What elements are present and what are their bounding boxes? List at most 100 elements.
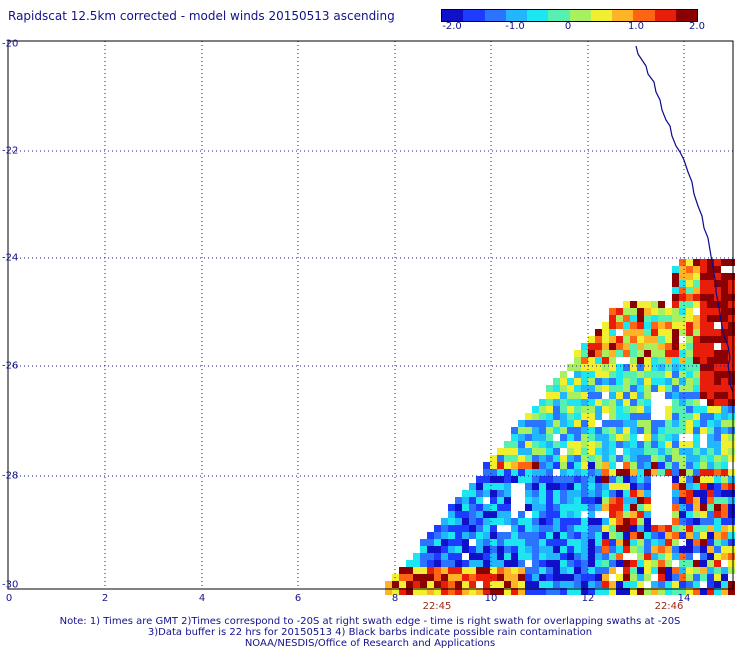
wind-cell: [679, 588, 686, 595]
wind-cell: [672, 462, 679, 469]
colorbar-segment: [527, 10, 549, 21]
wind-cell: [602, 378, 609, 385]
wind-cell: [728, 483, 735, 490]
wind-cell: [721, 322, 728, 329]
wind-cell: [686, 280, 693, 287]
wind-cell: [609, 308, 616, 315]
wind-cell: [462, 518, 469, 525]
wind-cell: [602, 336, 609, 343]
wind-cell: [721, 546, 728, 553]
wind-cell: [623, 532, 630, 539]
wind-cell: [644, 336, 651, 343]
wind-cell: [651, 462, 658, 469]
wind-cell: [637, 462, 644, 469]
wind-cell: [511, 427, 518, 434]
wind-cell: [504, 441, 511, 448]
x-tick-label: 2: [101, 593, 109, 604]
wind-cell: [581, 546, 588, 553]
wind-cell: [707, 413, 714, 420]
wind-cell: [532, 539, 539, 546]
wind-cell: [567, 462, 574, 469]
wind-cell: [714, 567, 721, 574]
wind-cell: [721, 469, 728, 476]
wind-cell: [651, 525, 658, 532]
wind-cell: [518, 511, 525, 518]
wind-cell: [560, 546, 567, 553]
wind-cell: [448, 581, 455, 588]
wind-cell: [602, 518, 609, 525]
wind-cell: [728, 378, 735, 385]
wind-cell: [427, 532, 434, 539]
wind-cell: [686, 553, 693, 560]
wind-cell: [574, 581, 581, 588]
wind-cell: [588, 588, 595, 595]
wind-cell: [721, 476, 728, 483]
wind-cell: [686, 392, 693, 399]
wind-cell: [707, 497, 714, 504]
wind-cell: [518, 581, 525, 588]
wind-cell: [707, 364, 714, 371]
wind-cell: [651, 567, 658, 574]
wind-cell: [546, 504, 553, 511]
wind-cell: [581, 539, 588, 546]
wind-cell: [623, 308, 630, 315]
wind-cell: [665, 343, 672, 350]
wind-cell: [455, 518, 462, 525]
wind-cell: [728, 287, 735, 294]
wind-cell: [686, 539, 693, 546]
wind-cell: [525, 546, 532, 553]
wind-cell: [623, 539, 630, 546]
wind-cell: [707, 588, 714, 595]
wind-cell: [644, 378, 651, 385]
wind-cell: [665, 385, 672, 392]
x-tick-label: 4: [198, 593, 206, 604]
wind-cell: [728, 532, 735, 539]
wind-cell: [476, 539, 483, 546]
wind-cell: [707, 336, 714, 343]
wind-cell: [707, 574, 714, 581]
wind-cell: [413, 581, 420, 588]
wind-cell: [623, 427, 630, 434]
wind-cell: [574, 434, 581, 441]
wind-cell: [686, 469, 693, 476]
wind-cell: [630, 518, 637, 525]
wind-cell: [497, 511, 504, 518]
wind-cell: [665, 350, 672, 357]
wind-cell: [672, 364, 679, 371]
wind-cell: [581, 504, 588, 511]
wind-cell: [623, 322, 630, 329]
wind-cell: [574, 469, 581, 476]
wind-cell: [714, 476, 721, 483]
wind-cell: [567, 469, 574, 476]
wind-cell: [609, 539, 616, 546]
wind-cell: [553, 532, 560, 539]
wind-cell: [469, 525, 476, 532]
wind-cell: [441, 574, 448, 581]
wind-cell: [637, 574, 644, 581]
wind-cell: [651, 364, 658, 371]
time-label: 22:45: [422, 601, 452, 612]
wind-cell: [672, 574, 679, 581]
wind-cell: [560, 490, 567, 497]
wind-cell: [462, 574, 469, 581]
wind-cell: [532, 469, 539, 476]
wind-cell: [672, 322, 679, 329]
wind-cell: [679, 371, 686, 378]
wind-cell: [532, 553, 539, 560]
wind-cell: [581, 574, 588, 581]
wind-cell: [623, 399, 630, 406]
wind-cell: [686, 406, 693, 413]
wind-cell: [602, 490, 609, 497]
wind-cell: [693, 504, 700, 511]
wind-cell: [616, 476, 623, 483]
wind-cell: [630, 441, 637, 448]
wind-cell: [532, 483, 539, 490]
wind-cell: [623, 420, 630, 427]
wind-cell: [532, 525, 539, 532]
wind-cell: [581, 497, 588, 504]
wind-cell: [672, 483, 679, 490]
wind-cell: [574, 357, 581, 364]
wind-cell: [588, 469, 595, 476]
wind-cell: [665, 560, 672, 567]
wind-cell: [588, 525, 595, 532]
